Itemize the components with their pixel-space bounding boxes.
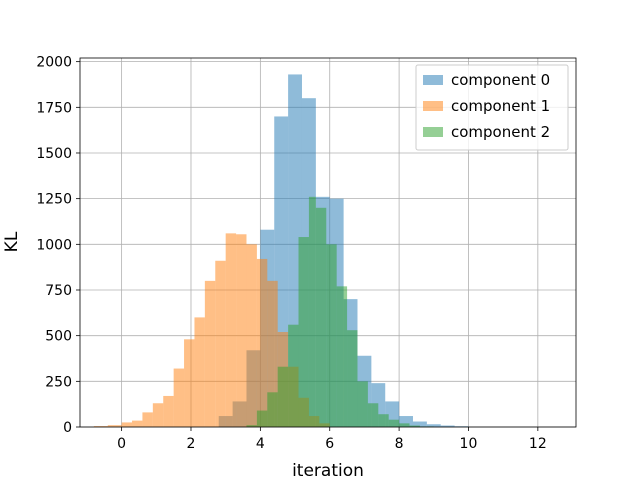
y-tick-label: 1000 bbox=[36, 237, 72, 253]
histogram-bar bbox=[440, 425, 455, 427]
y-tick-label: 750 bbox=[45, 283, 72, 299]
x-tick-label: 12 bbox=[529, 436, 547, 452]
histogram-bar bbox=[215, 260, 226, 427]
y-tick-label: 250 bbox=[45, 374, 72, 390]
series-2-bars bbox=[246, 196, 434, 427]
histogram-bar bbox=[298, 237, 309, 427]
histogram-bar bbox=[121, 422, 133, 427]
histogram-bar bbox=[256, 410, 268, 427]
legend-swatch bbox=[423, 127, 443, 137]
y-tick-label: 1750 bbox=[36, 100, 72, 116]
y-tick-label: 0 bbox=[63, 420, 72, 436]
legend-label: component 1 bbox=[451, 97, 550, 115]
histogram-bar bbox=[347, 330, 358, 427]
histogram-bar bbox=[225, 233, 237, 427]
histogram-bar bbox=[246, 244, 257, 427]
x-tick-label: 6 bbox=[325, 436, 334, 452]
histogram-bar bbox=[256, 258, 268, 427]
y-tick-label: 1500 bbox=[36, 146, 72, 162]
y-tick-label: 500 bbox=[45, 329, 72, 345]
histogram-bar bbox=[236, 234, 247, 427]
histogram-bar bbox=[388, 419, 400, 427]
x-tick-label: 0 bbox=[117, 436, 126, 452]
x-tick-label: 2 bbox=[187, 436, 196, 452]
legend-swatch bbox=[423, 75, 443, 85]
legend-label: component 2 bbox=[451, 123, 550, 141]
histogram-bar bbox=[399, 416, 413, 427]
histogram-bar bbox=[326, 244, 337, 427]
histogram-bar bbox=[308, 196, 316, 427]
legend: component 0 component 1 component 2 bbox=[415, 64, 569, 151]
histogram-bar bbox=[367, 403, 379, 427]
legend-box bbox=[415, 64, 569, 151]
legend-label: component 0 bbox=[451, 71, 550, 89]
histogram-bar bbox=[412, 421, 427, 427]
histogram-bar bbox=[184, 339, 195, 427]
histogram-bar bbox=[267, 392, 278, 427]
histogram-bar bbox=[173, 368, 185, 427]
y-axis-ticks: 0 250 500 750 1000 1250 1500 1750 2000 bbox=[36, 55, 80, 436]
y-axis-label: KL bbox=[2, 231, 22, 252]
histogram-bar bbox=[246, 425, 257, 427]
histogram-bar bbox=[107, 425, 122, 427]
histogram-bar bbox=[194, 317, 205, 427]
histogram-bar bbox=[152, 403, 164, 427]
x-tick-label: 8 bbox=[395, 436, 404, 452]
histogram-bar bbox=[399, 423, 410, 427]
x-axis-label: iteration bbox=[292, 461, 364, 480]
histogram-bar bbox=[357, 381, 368, 427]
histogram-bar bbox=[336, 286, 348, 427]
histogram-bar bbox=[378, 414, 389, 427]
histogram-bars bbox=[93, 74, 469, 428]
histogram-bar bbox=[163, 395, 174, 427]
histogram-bar bbox=[409, 425, 420, 427]
histogram-bar bbox=[204, 280, 216, 427]
histogram-bar bbox=[267, 280, 278, 427]
plot-frame bbox=[79, 57, 577, 428]
histogram-bar bbox=[277, 366, 289, 427]
x-tick-label: 4 bbox=[256, 436, 265, 452]
histogram-bar bbox=[288, 324, 299, 427]
x-tick-label: 10 bbox=[460, 436, 478, 452]
legend-swatch bbox=[423, 101, 443, 111]
x-axis-ticks: 0 2 4 6 8 10 12 bbox=[117, 427, 547, 452]
histogram-bar bbox=[426, 424, 441, 427]
histogram-bar bbox=[315, 207, 327, 427]
y-tick-label: 2000 bbox=[36, 55, 72, 71]
y-tick-label: 1250 bbox=[36, 192, 72, 208]
histogram-bar bbox=[132, 420, 143, 427]
histogram-bar bbox=[93, 426, 108, 427]
histogram-bar bbox=[142, 412, 153, 427]
